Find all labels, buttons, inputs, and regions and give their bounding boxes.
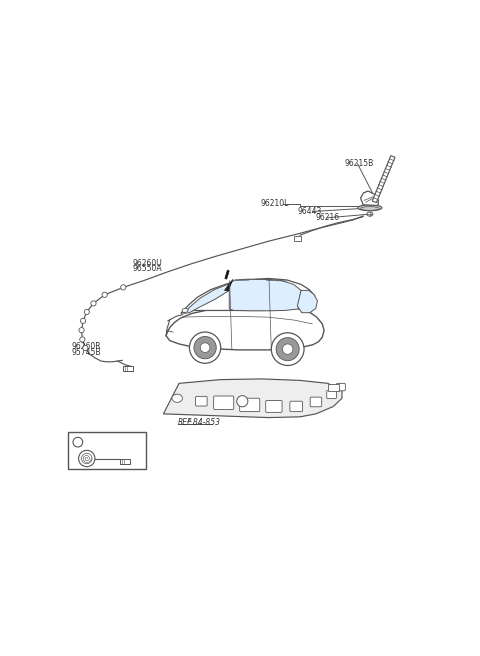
Ellipse shape xyxy=(172,394,182,402)
FancyBboxPatch shape xyxy=(240,398,260,411)
FancyBboxPatch shape xyxy=(336,383,345,391)
Circle shape xyxy=(200,343,210,352)
FancyBboxPatch shape xyxy=(195,396,207,406)
Circle shape xyxy=(102,292,107,297)
Text: 96443: 96443 xyxy=(297,207,322,216)
Polygon shape xyxy=(297,291,317,313)
FancyBboxPatch shape xyxy=(214,396,234,409)
FancyBboxPatch shape xyxy=(123,365,132,371)
Circle shape xyxy=(91,300,96,306)
Circle shape xyxy=(120,285,126,290)
Polygon shape xyxy=(225,270,229,279)
Circle shape xyxy=(79,450,95,466)
Text: 96260U: 96260U xyxy=(132,259,162,268)
Text: a: a xyxy=(75,438,80,447)
Ellipse shape xyxy=(358,205,382,211)
Text: 95520A: 95520A xyxy=(93,438,125,447)
FancyBboxPatch shape xyxy=(266,400,282,413)
FancyBboxPatch shape xyxy=(294,236,300,241)
Polygon shape xyxy=(181,278,315,314)
Circle shape xyxy=(276,338,299,361)
Circle shape xyxy=(82,453,92,464)
Text: 95745B: 95745B xyxy=(71,348,101,357)
Text: 96550A: 96550A xyxy=(132,264,162,274)
Circle shape xyxy=(282,344,293,354)
FancyBboxPatch shape xyxy=(68,432,146,469)
Text: REF.84-853: REF.84-853 xyxy=(178,418,221,427)
FancyBboxPatch shape xyxy=(290,401,302,411)
Circle shape xyxy=(194,337,216,359)
Polygon shape xyxy=(360,191,378,205)
Ellipse shape xyxy=(367,212,373,216)
Polygon shape xyxy=(163,379,342,418)
Text: 96260R: 96260R xyxy=(71,342,101,352)
Circle shape xyxy=(271,333,304,365)
Circle shape xyxy=(190,332,221,363)
Text: 96210L: 96210L xyxy=(261,199,289,208)
FancyBboxPatch shape xyxy=(328,384,339,391)
Polygon shape xyxy=(225,279,233,291)
Circle shape xyxy=(83,346,88,350)
Text: 96216: 96216 xyxy=(316,213,340,222)
Polygon shape xyxy=(229,279,301,311)
Polygon shape xyxy=(182,308,188,313)
Circle shape xyxy=(237,396,248,407)
Circle shape xyxy=(84,310,89,314)
Text: a: a xyxy=(240,398,244,404)
Text: 96215B: 96215B xyxy=(345,159,374,169)
Polygon shape xyxy=(166,306,324,350)
Circle shape xyxy=(79,327,84,333)
Circle shape xyxy=(81,318,85,323)
FancyBboxPatch shape xyxy=(327,390,336,399)
Polygon shape xyxy=(183,283,229,314)
Circle shape xyxy=(80,337,85,342)
Polygon shape xyxy=(372,155,395,203)
FancyBboxPatch shape xyxy=(310,397,322,407)
FancyBboxPatch shape xyxy=(120,459,130,464)
Circle shape xyxy=(73,438,83,447)
